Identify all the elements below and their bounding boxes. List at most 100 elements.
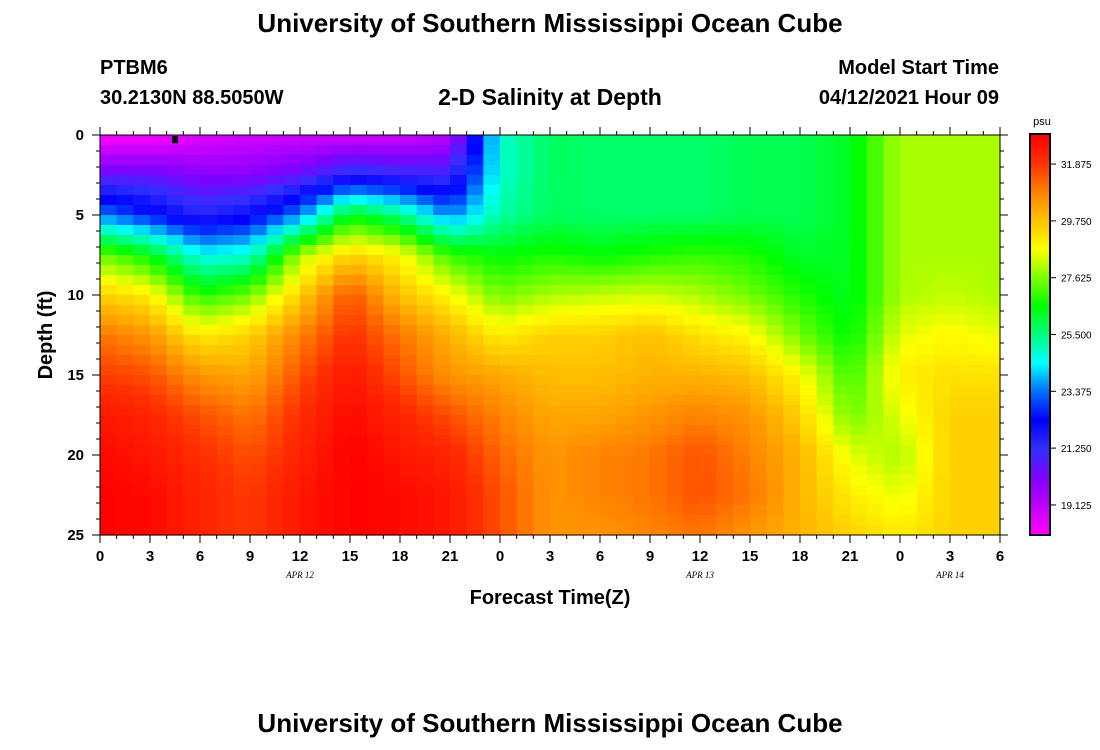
heatmap-cell (350, 335, 368, 346)
heatmap-cell (916, 245, 934, 256)
heatmap-cell (533, 265, 551, 276)
heatmap-cell (350, 225, 368, 236)
heatmap-cell (616, 285, 634, 296)
heatmap-cell (933, 255, 951, 266)
heatmap-cell (916, 415, 934, 426)
heatmap-cell (883, 285, 901, 296)
heatmap-cell (400, 395, 418, 406)
heatmap-cell (966, 405, 984, 416)
heatmap-cell (533, 135, 551, 146)
heatmap-cell (850, 145, 868, 156)
heatmap-cell (250, 155, 268, 166)
heatmap-cell (566, 215, 584, 226)
heatmap-cell (116, 465, 134, 476)
heatmap-cell (866, 465, 884, 476)
heatmap-cell (166, 385, 184, 396)
heatmap-cell (500, 285, 518, 296)
heatmap-cell (750, 185, 768, 196)
heatmap-cell (166, 465, 184, 476)
heatmap-cell (466, 485, 484, 496)
heatmap-cell (916, 285, 934, 296)
heatmap-cell (500, 465, 518, 476)
heatmap-cell (966, 415, 984, 426)
heatmap-cell (900, 305, 918, 316)
heatmap-cell (283, 345, 301, 356)
heatmap-cell (333, 315, 351, 326)
heatmap-cell (916, 355, 934, 366)
heatmap-cell (333, 495, 351, 506)
heatmap-cell (566, 285, 584, 296)
heatmap-cell (283, 235, 301, 246)
heatmap-cell (650, 335, 668, 346)
heatmap-cell (900, 525, 918, 536)
heatmap-cell (983, 335, 1001, 346)
heatmap-cell (550, 355, 568, 366)
heatmap-cell (616, 345, 634, 356)
heatmap-cell (516, 265, 534, 276)
heatmap-cell (300, 205, 318, 216)
heatmap-cell (716, 315, 734, 326)
heatmap-cell (933, 495, 951, 506)
heatmap-cell (233, 135, 251, 146)
heatmap-cell (400, 445, 418, 456)
heatmap-cell (166, 355, 184, 366)
heatmap-cell (150, 425, 168, 436)
heatmap-cell (200, 415, 218, 426)
heatmap-cell (600, 475, 618, 486)
heatmap-cell (716, 135, 734, 146)
heatmap-cell (900, 195, 918, 206)
heatmap-cell (133, 355, 151, 366)
heatmap-cell (100, 245, 118, 256)
heatmap-cell (733, 215, 751, 226)
heatmap-cell (350, 275, 368, 286)
heatmap-cell (366, 435, 384, 446)
heatmap-cell (666, 205, 684, 216)
heatmap-cell (983, 275, 1001, 286)
heatmap-cell (933, 245, 951, 256)
heatmap-cell (750, 385, 768, 396)
heatmap-cell (133, 175, 151, 186)
heatmap-cell (683, 375, 701, 386)
heatmap-cell (366, 345, 384, 356)
heatmap-cell (516, 245, 534, 256)
heatmap-cell (900, 235, 918, 246)
heatmap-cell (316, 345, 334, 356)
heatmap-cell (483, 235, 501, 246)
heatmap-cell (450, 475, 468, 486)
heatmap-cell (900, 355, 918, 366)
heatmap-cell (916, 455, 934, 466)
heatmap-cell (450, 135, 468, 146)
heatmap-cell (733, 485, 751, 496)
heatmap-cell (483, 145, 501, 156)
heatmap-cell (133, 395, 151, 406)
heatmap-cell (233, 345, 251, 356)
heatmap-cell (650, 175, 668, 186)
heatmap-cell (400, 325, 418, 336)
heatmap-cell (116, 275, 134, 286)
heatmap-cell (500, 335, 518, 346)
heatmap-cell (500, 205, 518, 216)
heatmap-cell (550, 315, 568, 326)
heatmap-cell (333, 205, 351, 216)
heatmap-cell (950, 275, 968, 286)
heatmap-cell (883, 495, 901, 506)
heatmap-cell (933, 395, 951, 406)
heatmap-cell (216, 475, 234, 486)
heatmap-cell (966, 305, 984, 316)
heatmap-cell (166, 195, 184, 206)
heatmap-cell (150, 235, 168, 246)
heatmap-cell (233, 255, 251, 266)
heatmap-cell (933, 355, 951, 366)
heatmap-cell (883, 245, 901, 256)
heatmap-cell (966, 275, 984, 286)
heatmap-cell (816, 465, 834, 476)
heatmap-cell (383, 305, 401, 316)
heatmap-cell (466, 385, 484, 396)
heatmap-cell (833, 485, 851, 496)
heatmap-cell (466, 265, 484, 276)
heatmap-cell (266, 205, 284, 216)
heatmap-cell (633, 325, 651, 336)
heatmap-cell (716, 455, 734, 466)
heatmap-cell (566, 355, 584, 366)
